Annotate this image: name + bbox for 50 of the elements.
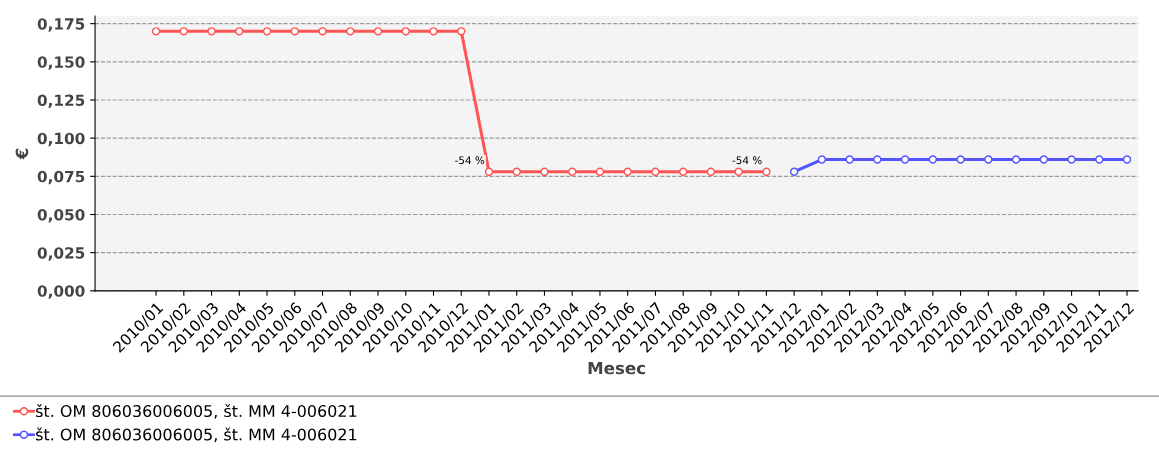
point bbox=[1011, 155, 1021, 164]
y-tick-label: 0,025 bbox=[37, 247, 85, 261]
y-tick-label: 0,175 bbox=[37, 18, 85, 32]
point bbox=[318, 27, 327, 36]
y-tick-label: 0,125 bbox=[37, 94, 85, 108]
point bbox=[595, 167, 605, 176]
point bbox=[706, 167, 716, 176]
y-tick-label: 0,050 bbox=[37, 208, 85, 223]
legend-label: št. OM 806036006005, št. MM 4-006021 bbox=[36, 427, 357, 443]
point bbox=[373, 27, 383, 36]
y-tick-label: 0,100 bbox=[37, 132, 85, 147]
point bbox=[568, 167, 577, 176]
point bbox=[789, 167, 799, 176]
point bbox=[817, 155, 827, 164]
point bbox=[179, 27, 188, 36]
point bbox=[900, 155, 910, 164]
y-axis-title: € bbox=[15, 148, 29, 160]
point bbox=[956, 155, 965, 164]
annotation: -54 % bbox=[732, 156, 762, 165]
y-tick-label: 0,000 bbox=[37, 285, 85, 299]
legend-label: št. OM 806036006005, št. MM 4-006021 bbox=[36, 404, 357, 419]
point bbox=[401, 27, 410, 36]
point bbox=[207, 27, 216, 36]
point bbox=[1067, 155, 1076, 164]
y-tick-label: 0,150 bbox=[37, 56, 85, 70]
point bbox=[623, 167, 632, 176]
point bbox=[1039, 155, 1048, 164]
point bbox=[346, 27, 355, 36]
point bbox=[429, 27, 438, 36]
point bbox=[484, 167, 494, 176]
point bbox=[845, 155, 854, 164]
point bbox=[762, 167, 771, 176]
point bbox=[928, 155, 938, 164]
point bbox=[873, 155, 882, 164]
point bbox=[1122, 155, 1132, 164]
point bbox=[151, 27, 161, 36]
point bbox=[679, 167, 688, 176]
point bbox=[651, 167, 660, 176]
point bbox=[290, 27, 299, 36]
point bbox=[540, 167, 549, 176]
point bbox=[457, 27, 466, 36]
point bbox=[984, 155, 993, 164]
point bbox=[1095, 155, 1104, 164]
annotation: -54 % bbox=[455, 156, 485, 165]
point bbox=[262, 27, 272, 36]
y-tick-label: 0,075 bbox=[37, 170, 85, 185]
x-axis-title: Mesec bbox=[588, 361, 645, 375]
point bbox=[512, 167, 521, 176]
point bbox=[734, 167, 743, 176]
point bbox=[235, 27, 244, 36]
